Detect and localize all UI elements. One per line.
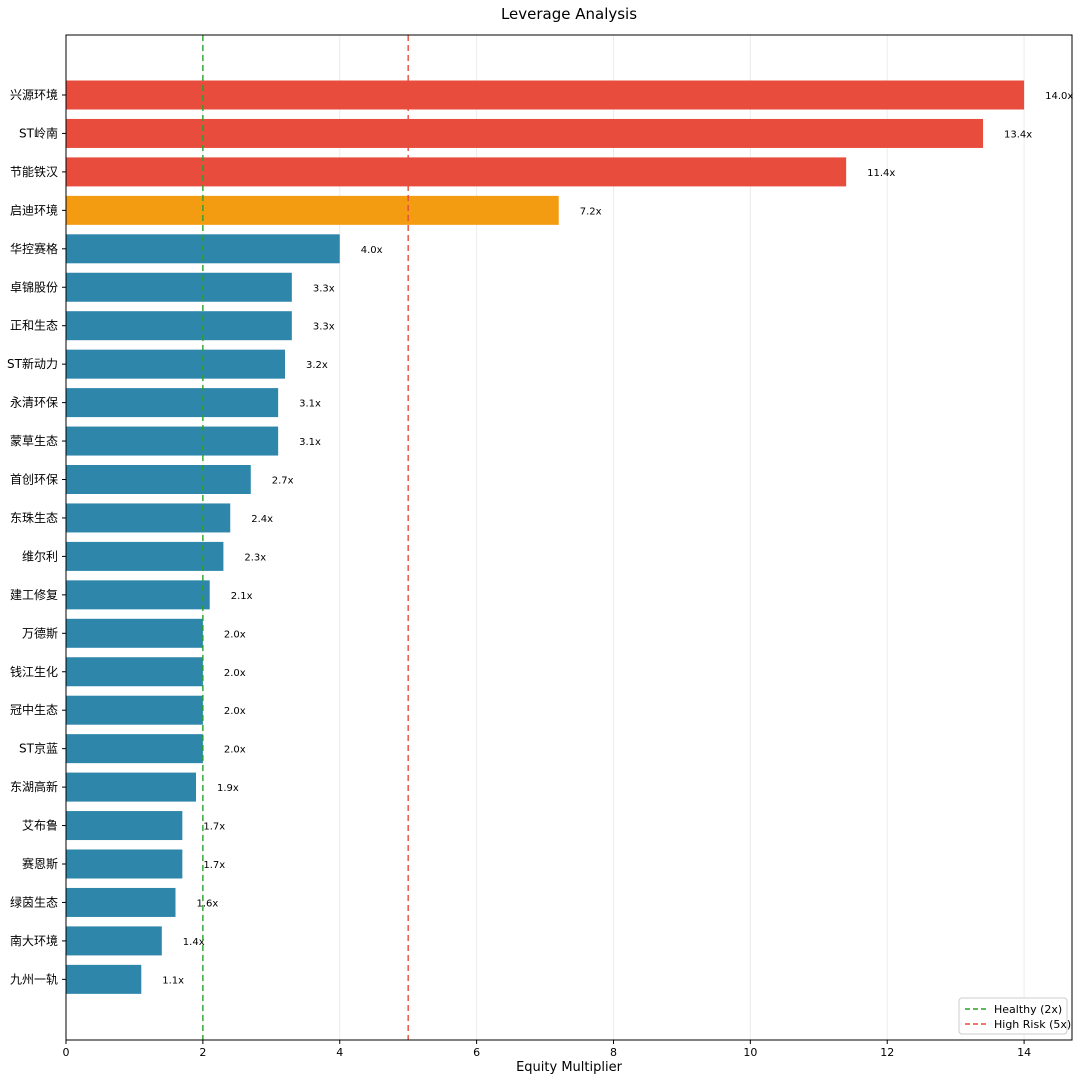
value-label: 1.7x — [203, 860, 225, 871]
value-label: 3.3x — [313, 322, 335, 333]
legend: Healthy (2x) High Risk (5x) — [958, 997, 1071, 1035]
reference-lines — [202, 35, 409, 1040]
value-label: 2.3x — [244, 552, 266, 563]
x-tick-label: 4 — [336, 1046, 343, 1059]
bar — [66, 311, 292, 341]
bar — [66, 118, 984, 148]
bar — [66, 734, 203, 764]
value-label: 14.0x — [1045, 91, 1073, 102]
value-label: 3.1x — [299, 399, 321, 410]
bar — [66, 695, 203, 725]
x-axis-ticks: 0 2 4 6 8 10 12 14 — [63, 1040, 1031, 1059]
category-label: 启迪环境 — [10, 202, 58, 217]
value-label: 2.1x — [231, 591, 253, 602]
bar — [66, 157, 847, 187]
bar — [66, 195, 559, 225]
chart-title: Leverage Analysis — [501, 5, 637, 23]
category-label: 建工修复 — [10, 587, 58, 602]
value-label: 2.0x — [224, 745, 246, 756]
bar — [66, 272, 292, 302]
value-label: 1.9x — [217, 783, 239, 794]
bar — [66, 541, 224, 571]
x-tick-label: 8 — [610, 1046, 617, 1059]
bar — [66, 618, 203, 648]
category-label: 赛恩斯 — [22, 856, 58, 871]
x-tick-label: 2 — [199, 1046, 206, 1059]
category-label: 东湖高新 — [10, 779, 58, 794]
value-label: 3.1x — [299, 437, 321, 448]
x-axis-label: Equity Multiplier — [516, 1060, 622, 1075]
category-label: 节能铁汉 — [10, 165, 58, 179]
bar — [66, 811, 183, 841]
bar — [66, 426, 279, 456]
bar — [66, 964, 142, 994]
bar — [66, 926, 162, 956]
value-label: 4.0x — [361, 245, 383, 256]
value-label: 3.2x — [306, 360, 328, 371]
category-label: ST岭南 — [19, 125, 58, 140]
legend-entry: High Risk (5x) — [994, 1018, 1071, 1031]
x-tick-label: 6 — [473, 1046, 480, 1059]
category-label: 绿茵生态 — [10, 894, 58, 909]
value-label: 2.0x — [224, 668, 246, 679]
category-label: 南大环境 — [10, 933, 58, 948]
value-label: 11.4x — [867, 168, 895, 179]
category-label: 卓锦股份 — [10, 280, 58, 294]
plot-frame — [65, 34, 1073, 1041]
legend-box — [958, 997, 1068, 1035]
value-label: 2.4x — [251, 514, 273, 525]
category-label: 冠中生态 — [10, 702, 58, 717]
bar — [66, 80, 1025, 110]
category-label: 钱江生化 — [10, 664, 58, 679]
category-label: 永清环保 — [10, 396, 58, 410]
category-label: 蒙草生态 — [10, 434, 58, 448]
bar — [66, 465, 251, 494]
bar — [66, 887, 176, 917]
x-tick-label: 12 — [880, 1046, 894, 1059]
category-label: 维尔利 — [22, 548, 58, 563]
value-label: 13.4x — [1004, 129, 1032, 140]
category-label: 九州一轨 — [10, 972, 58, 986]
category-label: 正和生态 — [10, 319, 58, 333]
category-label: 万德斯 — [22, 625, 58, 640]
category-label: ST京蓝 — [19, 742, 58, 756]
bar — [66, 580, 210, 610]
bar — [66, 388, 279, 418]
bars: 14.0x 13.4x 11.4x 7.2x 4.0x 3.3x 3.3x 3.2x 3.1x 3… — [66, 80, 1073, 994]
value-label: 1.1x — [162, 975, 184, 986]
value-label: 2.7x — [272, 476, 294, 487]
value-label: 7.2x — [580, 206, 602, 217]
bar — [66, 503, 231, 533]
bar — [66, 349, 285, 379]
value-label: 3.3x — [313, 283, 335, 294]
bar — [66, 657, 203, 687]
category-label: 东珠生态 — [10, 511, 58, 525]
category-label: ST新动力 — [7, 356, 58, 371]
value-label: 2.0x — [224, 706, 246, 717]
value-label: 1.4x — [183, 937, 205, 948]
value-label: 1.6x — [196, 898, 218, 909]
category-label: 华控赛格 — [10, 241, 58, 256]
category-label: 首创环保 — [10, 473, 58, 487]
value-label: 2.0x — [224, 629, 246, 640]
category-label: 艾布鲁 — [22, 819, 58, 833]
bar — [66, 772, 197, 802]
legend-entry: Healthy (2x) — [994, 1003, 1062, 1016]
x-tick-label: 14 — [1017, 1046, 1031, 1059]
x-tick-label: 10 — [743, 1046, 757, 1059]
x-tick-label: 0 — [63, 1046, 70, 1059]
bar — [66, 849, 183, 879]
value-label: 1.7x — [203, 822, 225, 833]
category-label: 兴源环境 — [10, 87, 58, 102]
